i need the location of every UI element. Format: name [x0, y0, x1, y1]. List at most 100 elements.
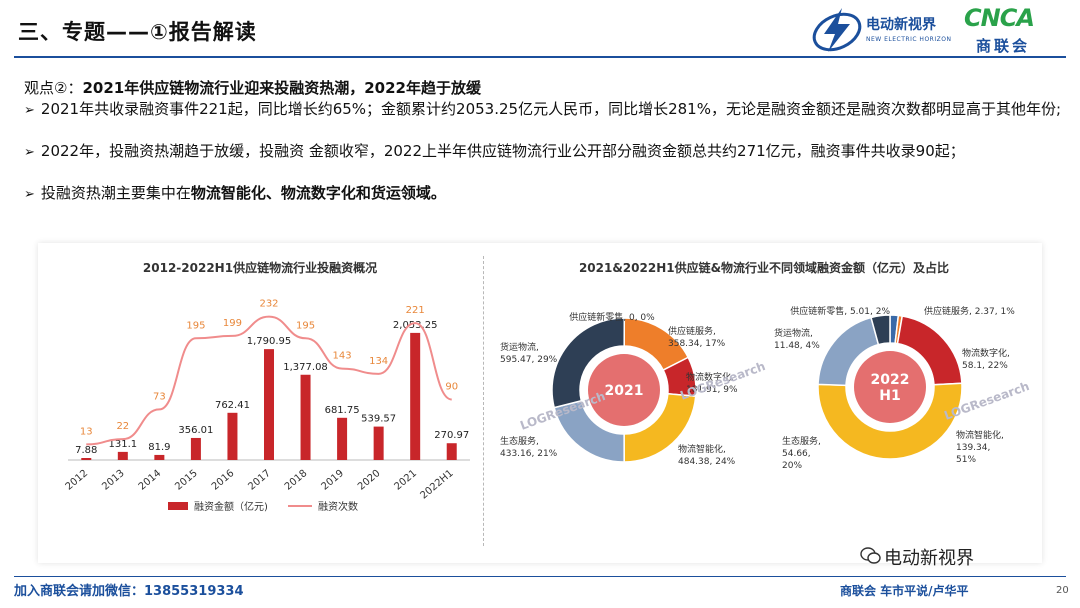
d2022-label-货运物流-1: 11.48, 4%	[774, 341, 820, 351]
count-label-2012: 13	[80, 426, 93, 437]
d2021-label-物流智能化-1: 484.38, 24%	[678, 457, 736, 467]
d2022-label-物流智能化-2: 51%	[956, 455, 976, 465]
d2021-label-生态服务-0: 生态服务,	[500, 435, 539, 447]
d2021-center-disc	[588, 354, 660, 426]
x-tick-2017: 2017	[246, 468, 273, 493]
x-tick-2015: 2015	[173, 468, 200, 493]
d2021-label-物流数字化-1: 181.91, 9%	[686, 385, 738, 395]
d2022-label-供应链新零售-0: 供应链新零售, 5.01, 2%	[790, 305, 890, 317]
cnca-logo: CNCA	[964, 4, 1035, 32]
d2022-label-供应链服务-0: 供应链服务, 2.37, 1%	[924, 305, 1015, 317]
bullet-2: ➢ 2022年，投融资热潮趋于放缓，投融资 金额收窄，2022上半年供应链物流行业…	[24, 141, 1080, 163]
bar-2018	[300, 374, 311, 460]
bar-2013	[117, 451, 128, 460]
chart1-title: 2012-2022H1供应链物流行业投融资概况	[142, 261, 378, 275]
count-label-2019: 143	[333, 351, 352, 362]
lightning-logo-icon	[812, 8, 862, 52]
bar-label-2020: 539.57	[361, 414, 396, 425]
d2021-label-货运物流-0: 货运物流,	[500, 341, 539, 353]
investment-overview-chart: 7.88 131.1 81.9 356.01 762.41 1,790.95 1,377.0…	[64, 299, 470, 513]
d2022-label-物流数字化-1: 58.1, 22%	[962, 361, 1008, 371]
bar-2014	[154, 454, 165, 460]
bar-2012	[81, 458, 92, 460]
brand-subtitle: NEW ELECTRIC HORIZON	[866, 36, 952, 43]
d2021-label-生态服务-1: 433.16, 21%	[500, 449, 558, 459]
x-tick-2022H1: 2022H1	[418, 468, 455, 502]
x-tick-2013: 2013	[100, 468, 127, 493]
d2022-label-生态服务-1: 54.66,	[782, 449, 811, 459]
footer-contact: 加入商联会请加微信：13855319334	[14, 584, 244, 599]
d2021-label-供应链服务-0: 供应链服务,	[668, 325, 716, 337]
d2021-label-物流数字化-0: 物流数字化,	[686, 371, 734, 383]
bar-2017	[264, 349, 274, 460]
bar-label-2019: 681.75	[325, 405, 360, 416]
bullet-arrow-icon: ➢	[24, 187, 35, 202]
x-tick-2012: 2012	[64, 468, 91, 493]
d2022-label-物流智能化-0: 物流智能化,	[956, 429, 1004, 441]
bullet-3: ➢ 投融资热潮主要集中在物流智能化、物流数字化和货运领域。	[24, 183, 1080, 205]
org-name: 商联会	[976, 37, 1031, 55]
count-label-2020: 134	[369, 356, 388, 367]
bullet-arrow-icon: ➢	[24, 145, 35, 160]
bullet-1-text: 2021年共收录融资事件221起，同比增长约65%；金额累计约2053.25亿元…	[40, 100, 1062, 118]
bullet-2-text: 2022年，投融资热潮趋于放缓，投融资 金额收窄，2022上半年供应链物流行业公…	[40, 142, 965, 160]
d2021-label-货运物流-1: 595.47, 29%	[500, 355, 558, 365]
viewpoint-heading: 观点②：2021年供应链物流行业迎来投融资热潮，2022年趋于放缓	[24, 78, 1064, 99]
bar-label-2016: 762.41	[215, 400, 250, 411]
header-logos: 电动新视界 NEW ELECTRIC HORIZON CNCA 商联会	[808, 4, 1070, 56]
x-tick-2014: 2014	[137, 468, 164, 493]
bar-2020	[373, 426, 384, 460]
bar-label-2012: 7.88	[75, 445, 97, 456]
bullet-arrow-icon: ➢	[24, 103, 35, 118]
page-number: 20	[1056, 585, 1069, 596]
d2021-slice-货运物流	[551, 317, 626, 409]
bar-label-2017: 1,790.95	[247, 336, 292, 347]
d2022-center-label-0: 2022	[871, 372, 910, 388]
d2021-label-物流智能化-0: 物流智能化,	[678, 443, 726, 455]
viewpoint-prefix: 观点②：	[24, 79, 83, 97]
panel-divider	[483, 256, 484, 546]
bar-label-2013: 131.1	[108, 439, 137, 450]
header-divider	[14, 56, 1066, 58]
legend-line-label: 融资次数	[318, 500, 358, 513]
bar-2019	[337, 417, 348, 460]
bar-label-2015: 356.01	[178, 425, 213, 436]
chart2-title: 2021&2022H1供应链&物流行业不同领域融资金额（亿元）及占比	[578, 261, 950, 275]
wechat-account: 电动新视界	[884, 548, 974, 569]
d2022-label-生态服务-0: 生态服务,	[782, 435, 821, 447]
count-label-2017: 232	[259, 299, 278, 310]
d2022-center-disc	[854, 351, 926, 423]
wechat-icon	[860, 546, 882, 570]
d2021-label-供应链新零售-0: 供应链新零售, 0, 0%	[569, 311, 655, 323]
d2022-slice-货运物流	[870, 314, 891, 346]
count-label-2016: 199	[223, 318, 242, 329]
d2021-center-label-0: 2021	[605, 383, 644, 399]
d2021-label-供应链服务-1: 358.34, 17%	[668, 339, 726, 349]
count-line	[86, 315, 453, 446]
x-tick-2016: 2016	[210, 468, 237, 493]
x-tick-2018: 2018	[283, 468, 310, 493]
legend-bar-swatch	[168, 502, 188, 510]
count-label-2014: 73	[153, 391, 166, 402]
d2022-label-物流智能化-1: 139.34,	[956, 443, 990, 453]
d2022-label-生态服务-2: 20%	[782, 461, 802, 470]
bar-label-2022H1: 270.97	[434, 430, 469, 441]
count-label-2022H1: 90	[445, 382, 458, 393]
domain-donut-charts: 2021 供应链新零售, 0, 0% 供应链服务, 358.34, 17% 物流数字化,…	[500, 305, 1031, 470]
d2022-label-物流数字化-0: 物流数字化,	[962, 347, 1010, 359]
legend-bar-label: 融资金额（亿元)	[194, 500, 268, 513]
footer-credit: 商联会 车市平说/卢华平	[840, 584, 969, 598]
d2022-slice-物流智能化	[817, 382, 963, 460]
x-tick-2021: 2021	[393, 468, 420, 493]
bar-label-2014: 81.9	[148, 442, 170, 453]
bar-label-2021: 2,053.25	[393, 320, 438, 331]
bullet-1: ➢ 2021年共收录融资事件221起，同比增长约65%；金额累计约2053.25亿…	[24, 99, 1080, 121]
count-label-2013: 22	[116, 421, 129, 432]
count-label-2015: 195	[186, 320, 205, 331]
x-tick-2020: 2020	[356, 468, 383, 493]
x-tick-2019: 2019	[319, 468, 346, 493]
bullet-3-prefix: 投融资热潮主要集中在	[40, 184, 191, 202]
page-title: 三、专题——①报告解读	[18, 20, 257, 44]
bar-2015	[190, 437, 201, 460]
footer-divider	[14, 576, 1066, 577]
